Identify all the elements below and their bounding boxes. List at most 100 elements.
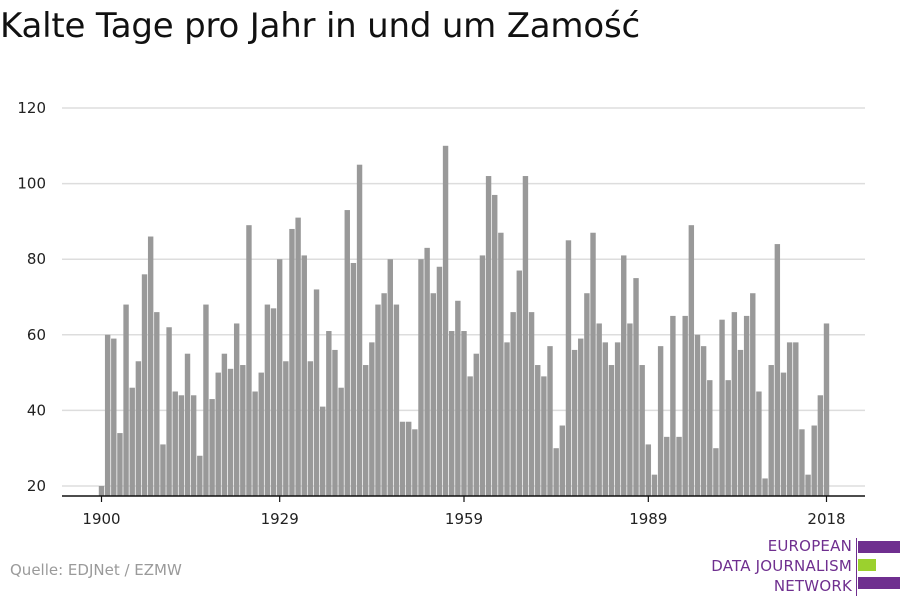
- bar-1944: [369, 342, 375, 496]
- bar-1928: [270, 308, 277, 496]
- bar-1955: [436, 266, 443, 496]
- bar-1979: [584, 293, 590, 496]
- bar-1922: [233, 323, 240, 496]
- bar-1983: [608, 365, 615, 496]
- bar-1971: [535, 365, 541, 496]
- bar-1963: [485, 176, 492, 497]
- logo-line-2: DATA JOURNALISM: [711, 557, 852, 575]
- bar-1930: [283, 361, 289, 496]
- bar-1910: [160, 444, 166, 496]
- bar-2015: [805, 474, 811, 496]
- bar-2017: [817, 395, 824, 496]
- bar-1905: [129, 387, 135, 496]
- bar-1901: [104, 334, 111, 496]
- y-tick-label-60: 60: [27, 326, 46, 344]
- bar-2006: [750, 293, 756, 496]
- y-tick-label-80: 80: [27, 250, 46, 268]
- bar-1933: [301, 255, 307, 496]
- bar-1957: [449, 331, 455, 496]
- bar-1956: [442, 145, 449, 497]
- bar-1912: [172, 391, 178, 496]
- bar-1952: [418, 259, 424, 496]
- bar-1929: [276, 259, 283, 496]
- bar-1947: [387, 259, 393, 496]
- bar-1991: [657, 346, 664, 496]
- bar-1935: [313, 289, 320, 496]
- bar-1954: [430, 293, 436, 496]
- bar-1965: [498, 232, 504, 497]
- x-axis: [62, 495, 865, 502]
- bar-1995: [682, 315, 688, 496]
- bar-2007: [756, 391, 762, 496]
- bar-1904: [123, 304, 129, 496]
- bar-1913: [178, 395, 185, 496]
- bar-1920: [221, 353, 228, 496]
- bar-1970: [528, 312, 535, 496]
- bar-1961: [473, 353, 479, 496]
- bar-1967: [510, 312, 516, 496]
- bar-1977: [571, 349, 578, 496]
- bar-1941: [350, 262, 357, 496]
- logo-bar-purple-top: [858, 541, 900, 553]
- bar-1981: [596, 323, 602, 496]
- bar-1946: [381, 293, 387, 496]
- bar-2013: [793, 342, 799, 496]
- logo-bar-purple-bottom: [858, 577, 900, 589]
- bars: [98, 145, 830, 497]
- bar-1931: [289, 228, 295, 496]
- bar-1990: [651, 474, 658, 496]
- bar-1926: [258, 372, 264, 496]
- bar-1900: [98, 486, 105, 496]
- bar-1968: [516, 270, 522, 496]
- bar-1915: [190, 395, 197, 496]
- bar-1962: [479, 255, 486, 496]
- bar-1984: [614, 342, 621, 496]
- bar-1902: [111, 338, 117, 496]
- bar-1908: [147, 236, 154, 496]
- x-tick-label-1989: 1989: [629, 510, 667, 528]
- bar-1945: [375, 304, 381, 496]
- bar-1989: [645, 444, 652, 496]
- x-tick-label-2018: 2018: [807, 510, 845, 528]
- bar-1969: [522, 176, 529, 497]
- bar-1923: [240, 365, 246, 496]
- bar-1960: [467, 376, 473, 496]
- bar-1927: [264, 304, 271, 496]
- logo-separator: [856, 538, 857, 596]
- bar-1966: [504, 342, 510, 496]
- bar-2000: [713, 448, 719, 496]
- bar-1909: [154, 312, 160, 496]
- bar-1958: [455, 300, 461, 496]
- bar-1980: [590, 232, 596, 497]
- source-note: Quelle: EDJNet / EZMW: [10, 561, 182, 579]
- edjnet-logo[interactable]: EUROPEAN DATA JOURNALISM NETWORK: [690, 536, 900, 596]
- bar-2012: [786, 342, 793, 496]
- bar-1936: [319, 406, 326, 496]
- bar-2014: [799, 429, 805, 496]
- bar-1996: [688, 225, 695, 496]
- bar-1918: [209, 399, 215, 496]
- bar-1950: [406, 421, 412, 496]
- x-tick-label-1959: 1959: [445, 510, 483, 528]
- bar-1932: [295, 217, 301, 496]
- x-tick-label-1900: 1900: [82, 510, 120, 528]
- bar-2002: [725, 380, 731, 496]
- bar-2001: [719, 319, 725, 496]
- bar-1925: [252, 391, 258, 496]
- y-axis-labels: 20 40 60 80 100 120: [17, 99, 46, 495]
- bar-1973: [547, 346, 553, 496]
- bar-1919: [215, 372, 221, 496]
- bar-1937: [326, 331, 332, 496]
- bar-1948: [393, 304, 400, 496]
- bar-1986: [627, 323, 633, 496]
- y-tick-label-100: 100: [17, 175, 46, 193]
- bar-1951: [412, 429, 418, 496]
- bar-1911: [166, 327, 172, 496]
- bar-1959: [461, 331, 467, 496]
- bar-1939: [338, 387, 344, 496]
- bar-2005: [743, 315, 750, 496]
- bar-1943: [362, 365, 369, 496]
- bar-1949: [399, 421, 406, 496]
- bar-1974: [553, 448, 559, 496]
- bar-2003: [731, 312, 738, 496]
